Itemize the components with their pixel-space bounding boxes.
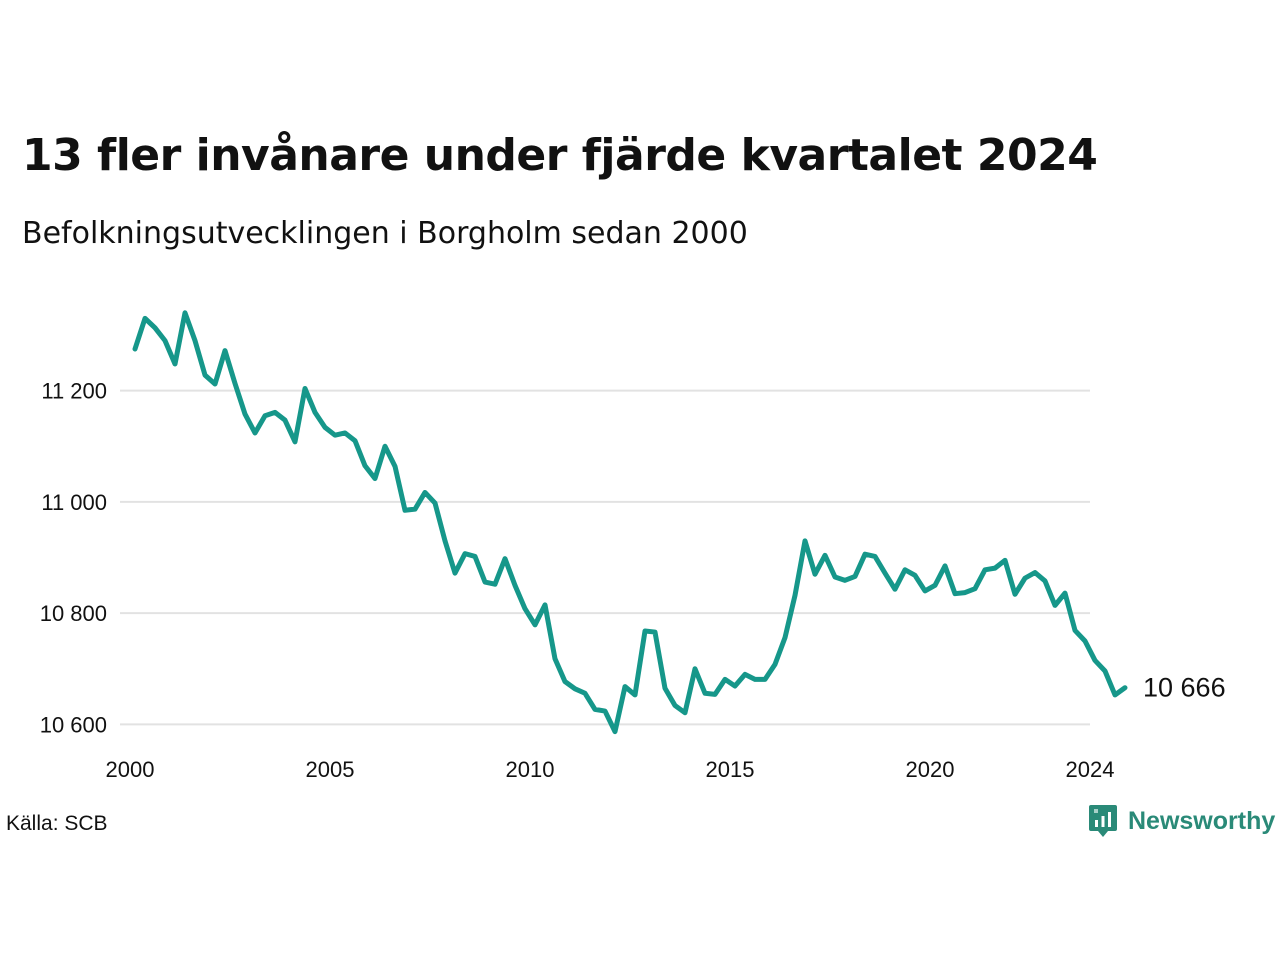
x-tick-label: 2005	[306, 757, 355, 782]
chart-subtitle: Befolkningsutvecklingen i Borgholm sedan…	[22, 216, 748, 251]
x-tick-label: 2015	[706, 757, 755, 782]
series-lines	[132, 310, 1128, 735]
grid-lines	[120, 389, 1090, 726]
y-tick-label: 11 200	[41, 379, 107, 404]
brand-name: Newsworthy	[1128, 806, 1276, 835]
x-axis-ticks: 2000 2005 2010 2015 2020 2024	[106, 757, 1115, 782]
x-tick-label: 2024	[1066, 757, 1115, 782]
y-tick-label: 11 000	[41, 490, 107, 515]
y-axis-ticks: 10 600 10 800 11 000 11 200	[40, 379, 107, 738]
y-tick-label: 10 600	[40, 712, 107, 737]
x-tick-label: 2020	[906, 757, 955, 782]
y-tick-label: 10 800	[40, 601, 107, 626]
source-note: Källa: SCB	[6, 812, 108, 835]
end-labels: 10 666	[1143, 673, 1226, 703]
x-tick-label: 2000	[106, 757, 155, 782]
newsworthy-logo-icon	[1089, 805, 1117, 837]
end-value-label: 10 666	[1143, 673, 1226, 703]
series-line	[132, 310, 1128, 735]
x-tick-label: 2010	[506, 757, 555, 782]
brand-logo[interactable]: Newsworthy	[1088, 803, 1275, 839]
chart-title: 13 fler invånare under fjärde kvartalet …	[22, 130, 1098, 181]
